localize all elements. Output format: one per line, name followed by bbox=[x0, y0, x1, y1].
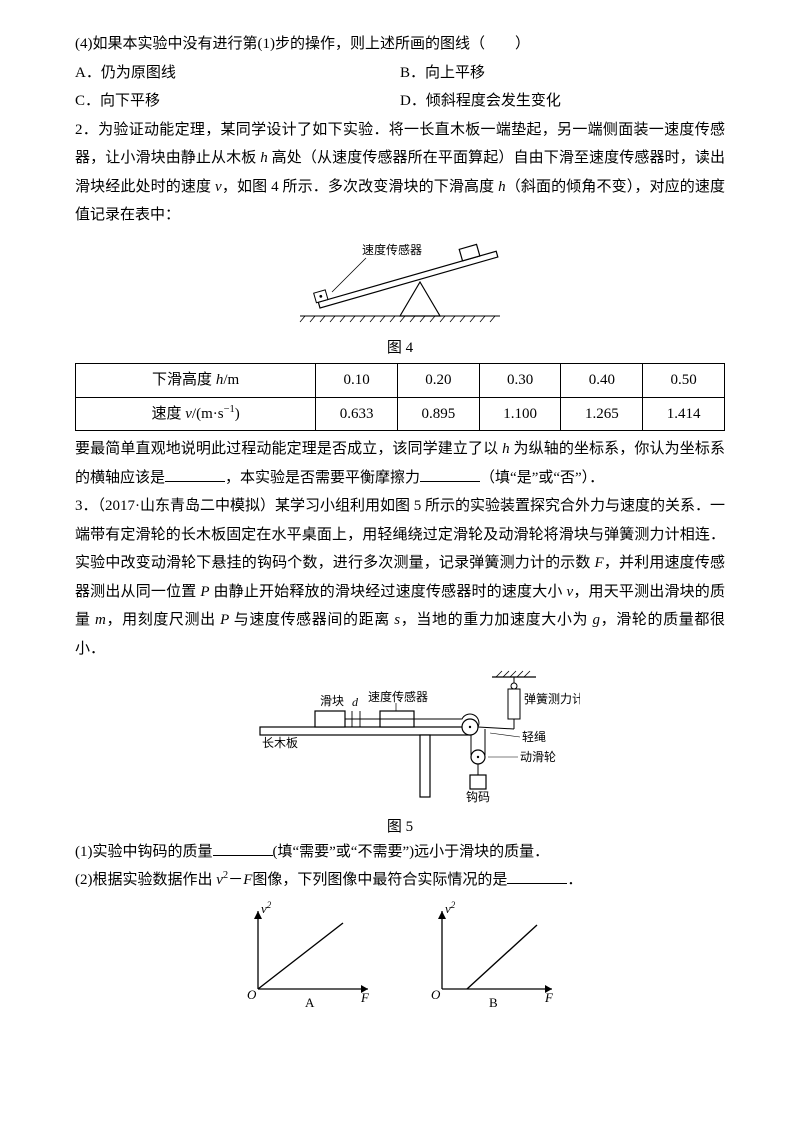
svg-text:长木板: 长木板 bbox=[262, 736, 298, 750]
th-height: 下滑高度 h/m bbox=[76, 364, 316, 398]
svg-text:v2: v2 bbox=[261, 900, 272, 916]
figure-5-caption: 图 5 bbox=[75, 817, 725, 838]
svg-text:A: A bbox=[305, 995, 315, 1009]
v-2: 0.895 bbox=[397, 397, 479, 431]
q2-after: 要最简单直观地说明此过程动能定理是否成立，该同学建立了以 h 为纵轴的坐标系，你… bbox=[75, 435, 725, 492]
q2-body: 2．为验证动能定理，某同学设计了如下实验．将一长直木板一端垫起，另一端侧面装一速… bbox=[75, 116, 725, 230]
var-v1: v bbox=[215, 179, 222, 195]
opt-d[interactable]: D．倾斜程度会发生变化 bbox=[400, 87, 725, 116]
svg-text:d: d bbox=[352, 695, 359, 709]
graph-choices: O v2 F A O v2 F B bbox=[75, 899, 725, 1020]
var-h2: h bbox=[498, 179, 506, 195]
opt-a[interactable]: A．仍为原图线 bbox=[75, 59, 400, 88]
v-4: 1.265 bbox=[561, 397, 643, 431]
var-F: F bbox=[595, 555, 604, 571]
h-3: 0.30 bbox=[479, 364, 561, 398]
opt-b[interactable]: B．向上平移 bbox=[400, 59, 725, 88]
fig4-sensor-label: 速度传感器 bbox=[362, 242, 422, 257]
th-speed: 速度 v/(m·s−1) bbox=[76, 397, 316, 431]
blank-axis[interactable] bbox=[165, 465, 225, 482]
svg-text:F: F bbox=[360, 990, 370, 1005]
data-table: 下滑高度 h/m 0.10 0.20 0.30 0.40 0.50 速度 v/(… bbox=[75, 363, 725, 431]
svg-text:B: B bbox=[489, 995, 498, 1009]
blank-need[interactable] bbox=[213, 839, 273, 856]
var-h1: h bbox=[260, 150, 268, 166]
var-P2: P bbox=[220, 612, 229, 628]
svg-text:v2: v2 bbox=[445, 900, 456, 916]
graph-a[interactable]: O v2 F A bbox=[233, 899, 383, 1009]
figure-4-caption: 图 4 bbox=[75, 338, 725, 359]
svg-text:轻绳: 轻绳 bbox=[522, 730, 546, 744]
q2-num: 2． bbox=[75, 122, 98, 138]
blank-friction[interactable] bbox=[420, 465, 480, 482]
svg-text:动滑轮: 动滑轮 bbox=[520, 750, 556, 764]
q3-body: 3．（2017·山东青岛二中模拟）某学习小组利用如图 5 所示的实验装置探究合外… bbox=[75, 492, 725, 663]
opt-c[interactable]: C．向下平移 bbox=[75, 87, 400, 116]
v-1: 0.633 bbox=[316, 397, 398, 431]
svg-text:弹簧测力计: 弹簧测力计 bbox=[524, 691, 580, 706]
v-3: 1.100 bbox=[479, 397, 561, 431]
h-1: 0.10 bbox=[316, 364, 398, 398]
var-m: m bbox=[95, 612, 106, 628]
q3-sub2: (2)根据实验数据作出 v2－F图像，下列图像中最符合实际情况的是． bbox=[75, 866, 725, 895]
q3-sub1: (1)实验中钩码的质量(填“需要”或“不需要”)远小于滑块的质量． bbox=[75, 838, 725, 867]
q2-t3: ，如图 4 所示．多次改变滑块的下滑高度 bbox=[222, 179, 498, 195]
svg-text:滑块: 滑块 bbox=[320, 694, 344, 708]
q4-opts-row1: A．仍为原图线 B．向上平移 bbox=[75, 59, 725, 88]
v-5: 1.414 bbox=[643, 397, 725, 431]
var-g: g bbox=[593, 612, 601, 628]
q4-stem: (4)如果本实验中没有进行第(1)步的操作，则上述所画的图线（ ） bbox=[75, 30, 725, 59]
var-P1: P bbox=[200, 584, 209, 600]
svg-text:O: O bbox=[247, 987, 257, 1002]
svg-text:O: O bbox=[431, 987, 441, 1002]
svg-text:F: F bbox=[544, 990, 554, 1005]
blank-graph[interactable] bbox=[507, 867, 567, 884]
graph-b[interactable]: O v2 F B bbox=[417, 899, 567, 1009]
figure-5: 滑块 d 速度传感器 弹簧测力计 长木板 轻绳 动滑轮 钩码 bbox=[75, 669, 725, 815]
q4-opts-row2: C．向下平移 D．倾斜程度会发生变化 bbox=[75, 87, 725, 116]
svg-text:钩码: 钩码 bbox=[466, 790, 490, 804]
h-4: 0.40 bbox=[561, 364, 643, 398]
h-2: 0.20 bbox=[397, 364, 479, 398]
h-5: 0.50 bbox=[643, 364, 725, 398]
var-h3: h bbox=[502, 441, 510, 457]
svg-text:速度传感器: 速度传感器 bbox=[368, 689, 428, 704]
figure-4: 速度传感器 bbox=[75, 236, 725, 337]
